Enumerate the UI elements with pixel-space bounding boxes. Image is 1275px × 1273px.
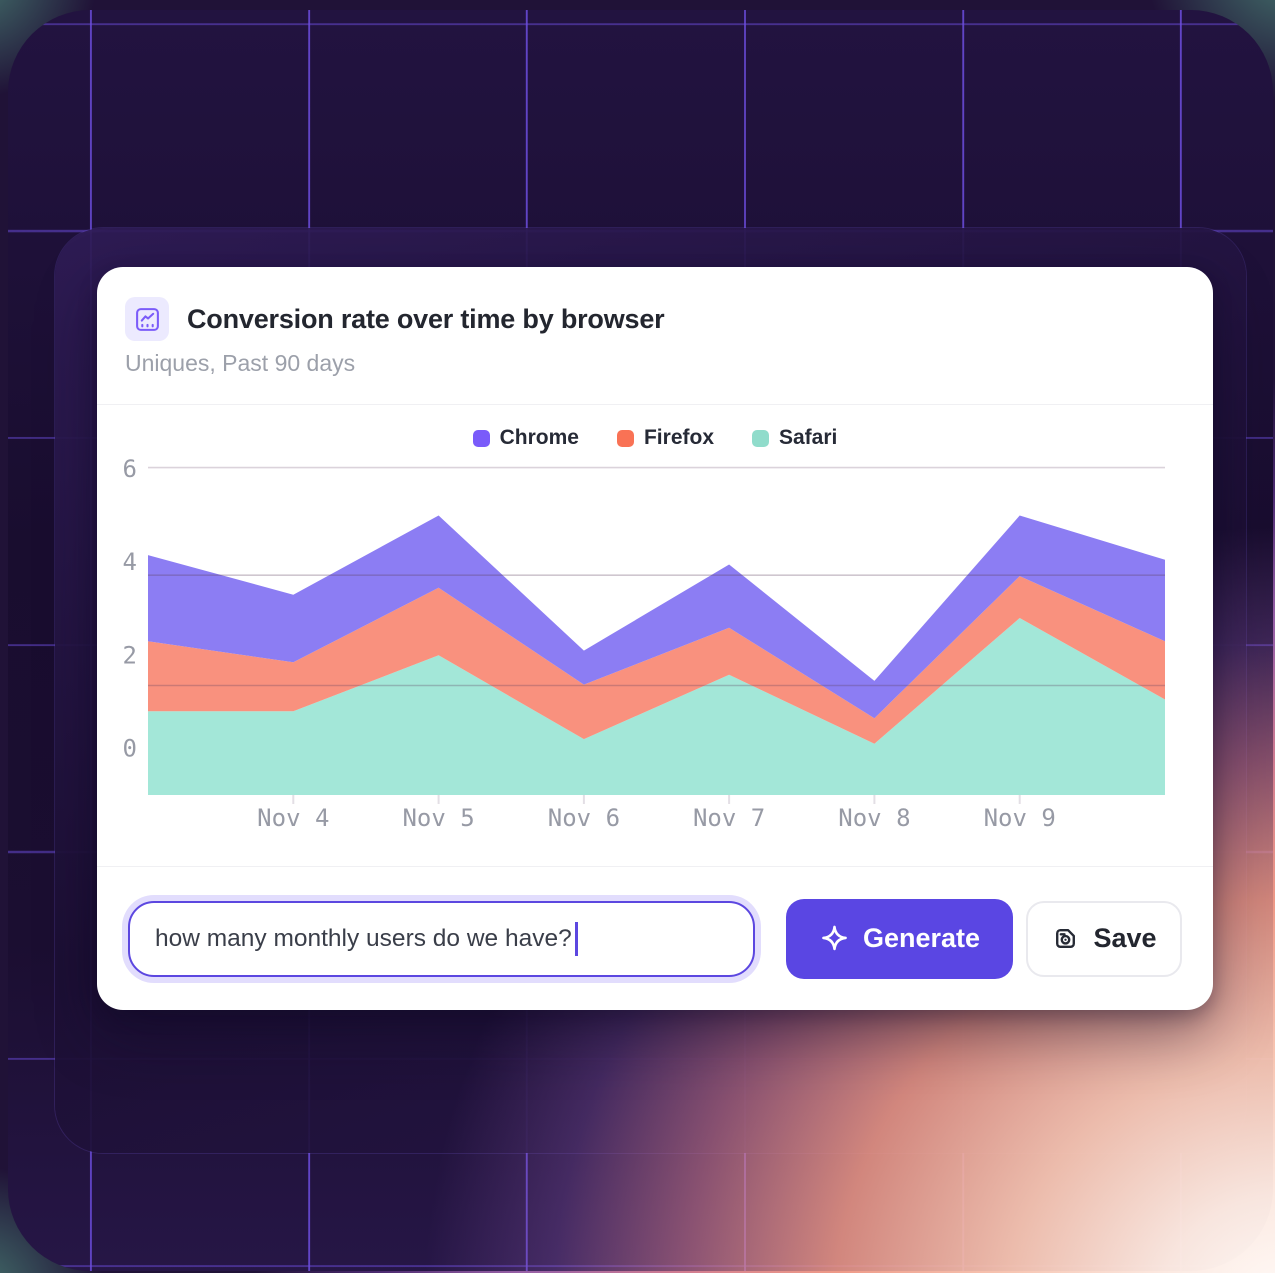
chart-icon <box>125 297 169 341</box>
chart-card: Conversion rate over time by browser Uni… <box>97 267 1213 1010</box>
legend-label: Chrome <box>499 426 579 449</box>
text-cursor <box>574 921 578 956</box>
x-tick-label: Nov 7 <box>693 804 765 832</box>
legend-swatch <box>616 429 634 447</box>
x-tick-label: Nov 8 <box>838 804 910 832</box>
x-tick-label: Nov 4 <box>257 804 329 832</box>
x-tick-label: Nov 6 <box>548 804 620 832</box>
area-firefox <box>148 576 1165 744</box>
area-chrome <box>148 515 1165 719</box>
save-button[interactable]: Save <box>1026 900 1182 977</box>
prompt-input[interactable]: how many monthly users do we have? <box>128 900 755 977</box>
y-tick-label: 4 <box>123 548 137 576</box>
legend-label: Safari <box>779 426 838 449</box>
generate-button-label: Generate <box>862 923 981 953</box>
chart-section: Chrome Firefox Safari 6 4 2 0 Nov 4 Nov 5 Nov 6 N… <box>97 405 1213 866</box>
y-tick-label: 0 <box>123 734 137 762</box>
y-tick-label: 2 <box>123 641 137 669</box>
area-chart: 6 4 2 0 Nov 4 Nov 5 Nov 6 Nov 7 Nov 8 Nov 9 <box>123 455 1165 832</box>
x-tick-label: Nov 5 <box>402 804 474 832</box>
legend-item-chrome: Chrome <box>472 426 579 450</box>
legend-swatch <box>472 429 490 447</box>
y-tick-label: 6 <box>123 455 137 483</box>
generate-button[interactable]: Generate <box>786 898 1013 979</box>
sparkle-icon <box>819 923 850 954</box>
chart-legend: Chrome Firefox Safari <box>97 425 1213 451</box>
area-safari <box>148 618 1165 795</box>
card-footer: how many monthly users do we have? Gener… <box>97 866 1213 1010</box>
x-tick-label: Nov 9 <box>984 804 1056 832</box>
legend-item-safari: Safari <box>752 426 837 450</box>
page-title: Conversion rate over time by browser <box>187 303 665 334</box>
card-header: Conversion rate over time by browser Uni… <box>97 267 1213 405</box>
save-icon <box>1051 924 1080 953</box>
legend-item-firefox: Firefox <box>616 426 714 450</box>
save-button-label: Save <box>1093 923 1157 953</box>
legend-label: Firefox <box>643 426 714 449</box>
prompt-input-value: how many monthly users do we have? <box>155 924 572 952</box>
card-subtitle: Uniques, Past 90 days <box>125 350 356 376</box>
legend-swatch <box>752 429 769 447</box>
